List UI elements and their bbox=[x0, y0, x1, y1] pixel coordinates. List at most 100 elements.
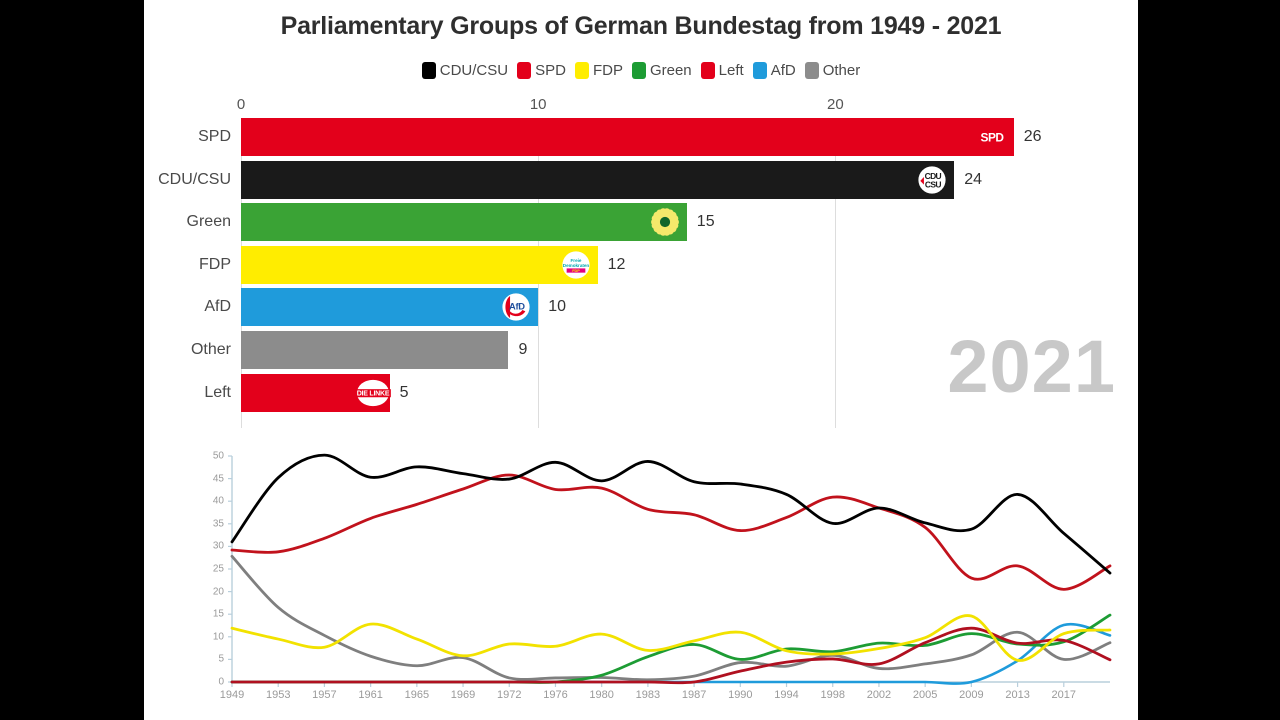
bar-value-label: 5 bbox=[399, 383, 409, 401]
x-axis-tick-label: 1961 bbox=[358, 689, 383, 701]
bar-category-label: SPD bbox=[198, 128, 231, 145]
x-axis-tick-label: 1998 bbox=[820, 689, 845, 701]
bar-row: FDP Freie Demokraten FDP 12 bbox=[144, 245, 1138, 284]
legend-label: Green bbox=[649, 62, 692, 79]
bar-value-label: 15 bbox=[696, 213, 715, 231]
bar-row: AfD AfD 10 bbox=[144, 288, 1138, 327]
svg-text:CSU: CSU bbox=[925, 179, 941, 189]
bar-rect[interactable] bbox=[241, 160, 955, 199]
svg-text:FDP: FDP bbox=[572, 269, 580, 273]
bar-category-label: Green bbox=[186, 213, 231, 231]
legend-label: FDP bbox=[592, 62, 623, 79]
y-axis-tick-label: 40 bbox=[212, 495, 224, 507]
legend-item-other[interactable]: Other bbox=[804, 62, 861, 79]
bar-rect[interactable] bbox=[241, 118, 1014, 156]
bar-value-label: 9 bbox=[518, 341, 528, 358]
svg-text:SPD: SPD bbox=[980, 131, 1004, 145]
x-axis-tick-label: 1976 bbox=[543, 689, 568, 701]
y-axis-tick-label: 30 bbox=[212, 540, 224, 552]
legend-item-fdp[interactable]: FDP bbox=[574, 62, 623, 79]
bar-value-label: 12 bbox=[607, 255, 626, 273]
legend-item-afd[interactable]: AfD bbox=[752, 62, 796, 79]
legend-label: AfD bbox=[770, 62, 796, 79]
legend-swatch-icon bbox=[574, 62, 589, 79]
svg-text:DIE LINKE: DIE LINKE bbox=[356, 390, 389, 397]
bar-category-label: Left bbox=[204, 383, 231, 401]
x-axis-tick-label: 1994 bbox=[774, 689, 799, 701]
bar-rect[interactable] bbox=[241, 331, 509, 369]
legend-swatch-icon bbox=[517, 62, 532, 79]
x-axis-tick-label: 1969 bbox=[450, 689, 476, 701]
legend-item-cdu-csu[interactable]: CDU/CSU bbox=[421, 62, 509, 79]
svg-text:CDU: CDU bbox=[925, 171, 942, 181]
line-chart-svg bbox=[228, 453, 1112, 687]
green-sunflower-logo bbox=[648, 205, 682, 239]
legend-swatch-icon bbox=[752, 62, 767, 79]
bar-row: Green 15 bbox=[144, 203, 1138, 242]
x-axis-tick-label: 1980 bbox=[589, 689, 614, 701]
x-axis-tick-label: 2017 bbox=[1051, 689, 1077, 701]
y-axis-tick-label: 50 bbox=[212, 450, 224, 462]
chart-legend: CDU/CSU SPD FDP Green Left AfD Other bbox=[144, 62, 1138, 79]
bar-row: Left DIE LINKE 5 bbox=[144, 373, 1138, 412]
x-axis-tick-label: 20 bbox=[827, 96, 844, 113]
legend-label: SPD bbox=[535, 62, 566, 79]
page-title: Parliamentary Groups of German Bundestag… bbox=[280, 12, 1002, 40]
x-axis-tick-label: 0 bbox=[236, 96, 246, 113]
x-axis-tick-label: 2009 bbox=[959, 689, 984, 701]
bar-rect[interactable] bbox=[241, 203, 687, 242]
bar-row: Other 9 bbox=[144, 331, 1138, 369]
die-linke-logo: DIE LINKE bbox=[351, 376, 391, 410]
legend-swatch-icon bbox=[631, 62, 646, 79]
x-axis-tick-label: 1957 bbox=[312, 689, 337, 701]
svg-text:Demokraten: Demokraten bbox=[562, 263, 589, 268]
bar-category-label: FDP bbox=[199, 255, 231, 273]
x-axis-tick-label: 10 bbox=[529, 96, 547, 113]
bar-row: SPD SPD 26 bbox=[144, 118, 1138, 156]
bar-category-label: Other bbox=[190, 341, 231, 358]
bar-race-chart: 0 10 20 SPD SPD 26 CDU/CSU CDU CSU 24 Green 15 FDP Fr… bbox=[144, 96, 1138, 436]
x-axis-tick-label: 2013 bbox=[1005, 689, 1030, 701]
x-axis-tick-label: 1987 bbox=[681, 689, 707, 701]
line-series-spd bbox=[230, 473, 1112, 591]
svg-text:Freie: Freie bbox=[570, 258, 581, 263]
video-content-frame: Parliamentary Groups of German Bundestag… bbox=[144, 0, 1138, 720]
bar-category-label: AfD bbox=[204, 298, 231, 316]
bar-value-label: 10 bbox=[548, 298, 566, 316]
afd-logo: AfD bbox=[499, 290, 533, 324]
legend-item-green[interactable]: Green bbox=[631, 62, 692, 79]
legend-swatch-icon bbox=[421, 62, 436, 79]
legend-item-spd[interactable]: SPD bbox=[517, 62, 566, 79]
bar-rect[interactable] bbox=[241, 245, 598, 284]
svg-text:AfD: AfD bbox=[509, 302, 525, 312]
line-series-cdu-csu bbox=[230, 453, 1112, 575]
bar-value-label: 24 bbox=[964, 170, 983, 188]
y-axis-tick-label: 15 bbox=[212, 608, 224, 620]
bar-category-label: CDU/CSU bbox=[158, 170, 231, 188]
x-axis-tick-label: 1953 bbox=[265, 689, 291, 701]
x-axis-tick-label: 1965 bbox=[404, 689, 430, 701]
y-axis-tick-label: 45 bbox=[212, 473, 224, 485]
legend-swatch-icon bbox=[804, 62, 819, 79]
y-axis-tick-label: 0 bbox=[218, 676, 224, 688]
fdp-logo: Freie Demokraten FDP bbox=[559, 248, 593, 282]
x-axis-tick-label: 1990 bbox=[728, 689, 753, 701]
bar-row: CDU/CSU CDU CSU 24 bbox=[144, 160, 1138, 199]
legend-item-left[interactable]: Left bbox=[700, 62, 744, 79]
gridline bbox=[835, 118, 837, 428]
legend-label: CDU/CSU bbox=[439, 62, 509, 79]
year-display: 2021 bbox=[947, 325, 1116, 408]
legend-swatch-icon bbox=[700, 62, 715, 79]
x-axis-tick-label: 1949 bbox=[219, 689, 245, 701]
legend-label: Left bbox=[718, 62, 744, 79]
x-axis-tick-label: 2005 bbox=[912, 689, 938, 701]
y-axis-tick-label: 25 bbox=[212, 563, 224, 575]
history-line-chart: 0 5 10 15 20 25 30 35 40 45 50 1949 1953 1957 1961 1965… bbox=[194, 448, 1124, 710]
line-series-left bbox=[230, 626, 1112, 685]
legend-label: Other bbox=[822, 62, 861, 79]
y-axis-tick-label: 10 bbox=[212, 631, 224, 643]
y-axis-tick-label: 20 bbox=[212, 586, 224, 598]
bar-rect[interactable] bbox=[241, 288, 539, 327]
cdu-csu-logo: CDU CSU bbox=[915, 163, 949, 197]
